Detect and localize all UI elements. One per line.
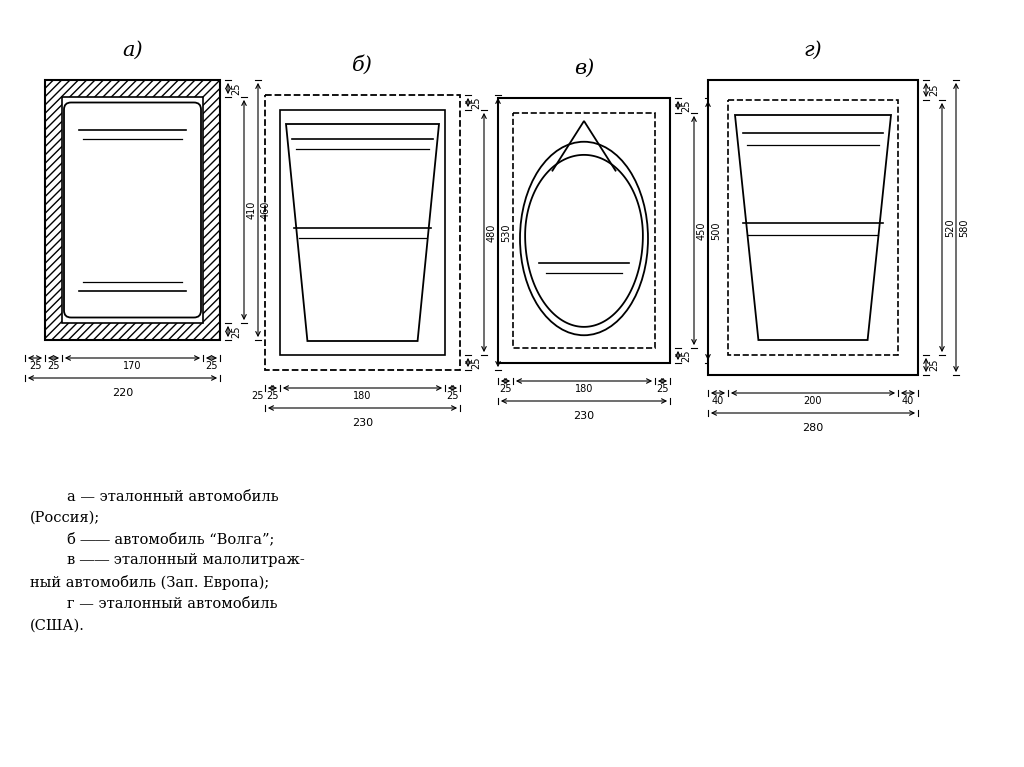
Bar [62,97,203,323]
Polygon shape [286,124,439,341]
Bar [708,80,918,375]
Text: 25: 25 [29,361,41,371]
Text: 25: 25 [266,391,279,401]
Ellipse shape [520,142,648,335]
Text: 520: 520 [945,218,955,237]
Text: 460: 460 [261,201,271,219]
FancyBboxPatch shape [63,103,201,318]
Text: б): б) [352,55,373,75]
Text: 170: 170 [123,361,141,371]
Text: 230: 230 [573,411,595,421]
Text: 25: 25 [251,391,263,401]
Bar [513,113,655,348]
Text: 25: 25 [231,82,241,95]
Text: 580: 580 [959,219,969,237]
Text: 25: 25 [471,356,481,369]
Bar [728,100,898,355]
Polygon shape [525,155,643,327]
Bar [45,80,220,340]
Text: 230: 230 [352,418,373,428]
Text: 40: 40 [712,396,724,406]
Text: а): а) [122,41,142,60]
Text: 25: 25 [929,359,939,371]
Text: 25: 25 [446,391,459,401]
Text: 180: 180 [574,384,593,394]
Text: 25: 25 [681,349,691,362]
Text: 25: 25 [47,361,59,371]
Text: 480: 480 [487,223,497,242]
Text: 25: 25 [500,384,512,394]
Text: 40: 40 [902,396,914,406]
Text: 25: 25 [681,99,691,112]
Text: 530: 530 [501,223,511,242]
Text: 410: 410 [247,201,257,219]
Polygon shape [735,115,891,340]
Text: 500: 500 [711,221,721,240]
Text: 25: 25 [231,325,241,337]
Text: 25: 25 [471,96,481,109]
Bar [280,110,445,355]
Bar [498,98,670,363]
Text: 25: 25 [929,84,939,96]
Text: 450: 450 [697,221,707,240]
Text: 25: 25 [656,384,669,394]
Text: 220: 220 [112,388,133,398]
Text: 280: 280 [803,423,823,433]
Text: 25: 25 [205,361,218,371]
Bar [265,95,460,370]
Text: г): г) [804,41,822,60]
Text: 200: 200 [804,396,822,406]
Text: 180: 180 [353,391,372,401]
Text: в): в) [573,58,594,77]
Text: а — эталонный автомобиль
(Россия);
        б ―― автомобиль “Волга”;
        в ――: а — эталонный автомобиль (Россия); б ―― … [30,490,305,633]
